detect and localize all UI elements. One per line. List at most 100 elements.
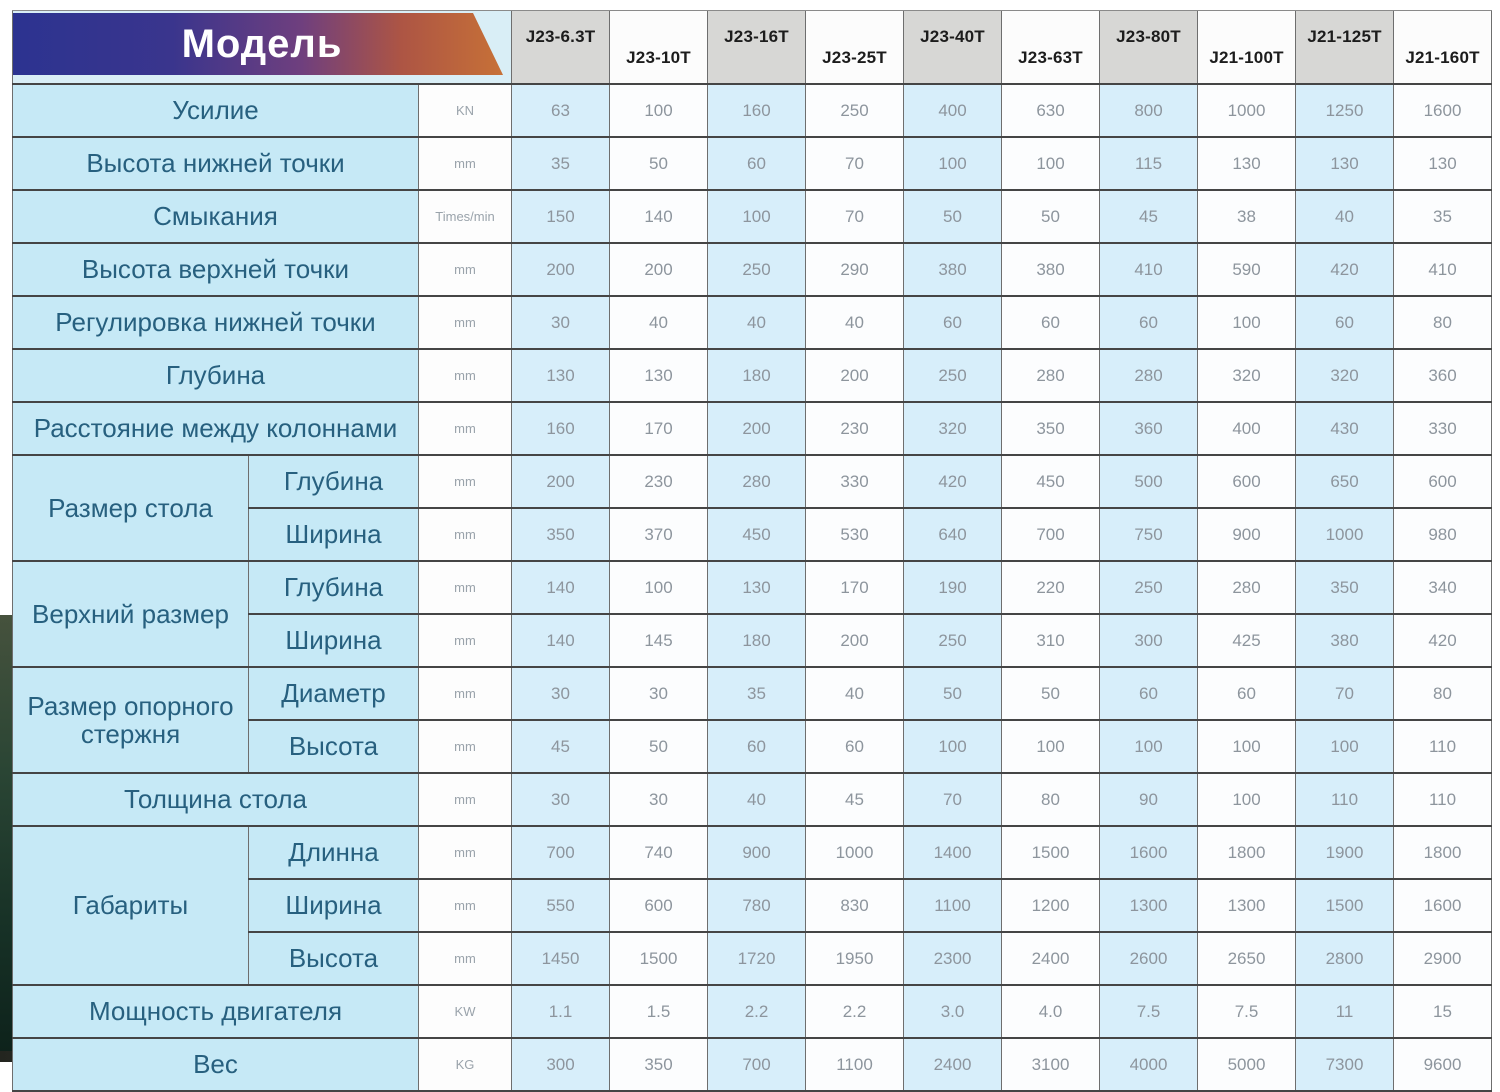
value-cell: 70 [805, 189, 904, 243]
value-cell: 350 [511, 507, 610, 561]
unit-cell: mm [417, 507, 512, 561]
value-cell: 60 [1001, 295, 1100, 349]
value-cell: 320 [1197, 348, 1296, 402]
value-cell: 140 [609, 189, 708, 243]
value-cell: 130 [1393, 136, 1492, 190]
value-cell: 380 [903, 242, 1002, 296]
value-cell: 100 [609, 560, 708, 614]
unit-cell: mm [417, 136, 512, 190]
value-cell: 2300 [903, 931, 1002, 985]
value-cell: 11 [1295, 984, 1394, 1038]
value-cell: 130 [1197, 136, 1296, 190]
value-cell: 330 [805, 454, 904, 508]
column-header-label: J23-6.3T [525, 27, 596, 46]
row-label: Высота [248, 719, 419, 773]
row-label: Диаметр [248, 666, 419, 720]
unit-cell: mm [417, 613, 512, 667]
column-header-J21-125T: J21-125T [1295, 10, 1394, 84]
value-cell: 1500 [1295, 878, 1394, 932]
value-cell: 4000 [1099, 1037, 1198, 1091]
value-cell: 1800 [1197, 825, 1296, 879]
value-cell: 3.0 [903, 984, 1002, 1038]
value-cell: 110 [1295, 772, 1394, 826]
value-cell: 320 [903, 401, 1002, 455]
value-cell: 700 [707, 1037, 806, 1091]
value-cell: 1800 [1393, 825, 1492, 879]
value-cell: 100 [1001, 136, 1100, 190]
value-cell: 130 [511, 348, 610, 402]
value-cell: 1400 [903, 825, 1002, 879]
value-cell: 110 [1393, 772, 1492, 826]
value-cell: 640 [903, 507, 1002, 561]
value-cell: 1200 [1001, 878, 1100, 932]
value-cell: 280 [1001, 348, 1100, 402]
column-header-label: J23-10T [626, 48, 691, 67]
value-cell: 700 [1001, 507, 1100, 561]
value-cell: 160 [511, 401, 610, 455]
unit-cell: mm [417, 348, 512, 402]
value-cell: 2.2 [805, 984, 904, 1038]
value-cell: 600 [1393, 454, 1492, 508]
value-cell: 60 [1295, 295, 1394, 349]
value-cell: 190 [903, 560, 1002, 614]
row-label: Высота верхней точки [12, 242, 419, 296]
row-label: Длинна [248, 825, 419, 879]
value-cell: 2600 [1099, 931, 1198, 985]
column-header-J23-10T: J23-10T [609, 10, 708, 84]
value-cell: 40 [1295, 189, 1394, 243]
value-cell: 180 [707, 613, 806, 667]
value-cell: 590 [1197, 242, 1296, 296]
value-cell: 40 [707, 295, 806, 349]
value-cell: 600 [609, 878, 708, 932]
value-cell: 200 [511, 242, 610, 296]
table-row: Глубина mm 130 130 180 200 250 280 280 320 320 360 [12, 348, 1492, 402]
unit-cell: mm [417, 295, 512, 349]
value-cell: 9600 [1393, 1037, 1492, 1091]
value-cell: 350 [609, 1037, 708, 1091]
value-cell: 250 [903, 348, 1002, 402]
column-header-J21-100T: J21-100T [1197, 10, 1296, 84]
value-cell: 1250 [1295, 83, 1394, 137]
value-cell: 425 [1197, 613, 1296, 667]
value-cell: 740 [609, 825, 708, 879]
value-cell: 830 [805, 878, 904, 932]
value-cell: 40 [609, 295, 708, 349]
value-cell: 280 [1197, 560, 1296, 614]
table-row: Ширина mm 550 600 780 830 1100 1200 1300 1300 1500… [13, 878, 1492, 932]
value-cell: 50 [1001, 189, 1100, 243]
table-row: Ширина mm 140 145 180 200 250 310 300 425 380 420 [13, 613, 1492, 667]
value-cell: 35 [707, 666, 806, 720]
value-cell: 200 [511, 454, 610, 508]
value-cell: 780 [707, 878, 806, 932]
value-cell: 100 [1295, 719, 1394, 773]
value-cell: 30 [511, 666, 610, 720]
value-cell: 280 [707, 454, 806, 508]
value-cell: 1000 [1197, 83, 1296, 137]
value-cell: 140 [511, 613, 610, 667]
value-cell: 360 [1099, 401, 1198, 455]
value-cell: 130 [609, 348, 708, 402]
row-group-label: Верхний размер [12, 560, 249, 667]
value-cell: 100 [1197, 295, 1296, 349]
unit-cell: mm [417, 878, 512, 932]
value-cell: 60 [805, 719, 904, 773]
value-cell: 35 [1393, 189, 1492, 243]
value-cell: 70 [1295, 666, 1394, 720]
column-header-label: J23-80T [1116, 27, 1181, 46]
table-row: Высота нижней точки mm 35 50 60 70 100 100 115 13… [12, 136, 1492, 190]
value-cell: 2900 [1393, 931, 1492, 985]
value-cell: 180 [707, 348, 806, 402]
value-cell: 230 [609, 454, 708, 508]
row-label: Высота [248, 931, 419, 985]
value-cell: 200 [707, 401, 806, 455]
table-row: Вес KG 300 350 700 1100 2400 3100 4000 5000 7300 96… [12, 1037, 1492, 1091]
row-group-label: Размер стола [12, 454, 249, 561]
value-cell: 400 [903, 83, 1002, 137]
value-cell: 2.2 [707, 984, 806, 1038]
row-label: Ширина [248, 878, 419, 932]
value-cell: 160 [707, 83, 806, 137]
column-header-label: J23-63T [1018, 48, 1083, 67]
value-cell: 340 [1393, 560, 1492, 614]
column-header-J23-25T: J23-25T [805, 10, 904, 84]
column-header-J21-160T: J21-160T [1393, 10, 1492, 84]
